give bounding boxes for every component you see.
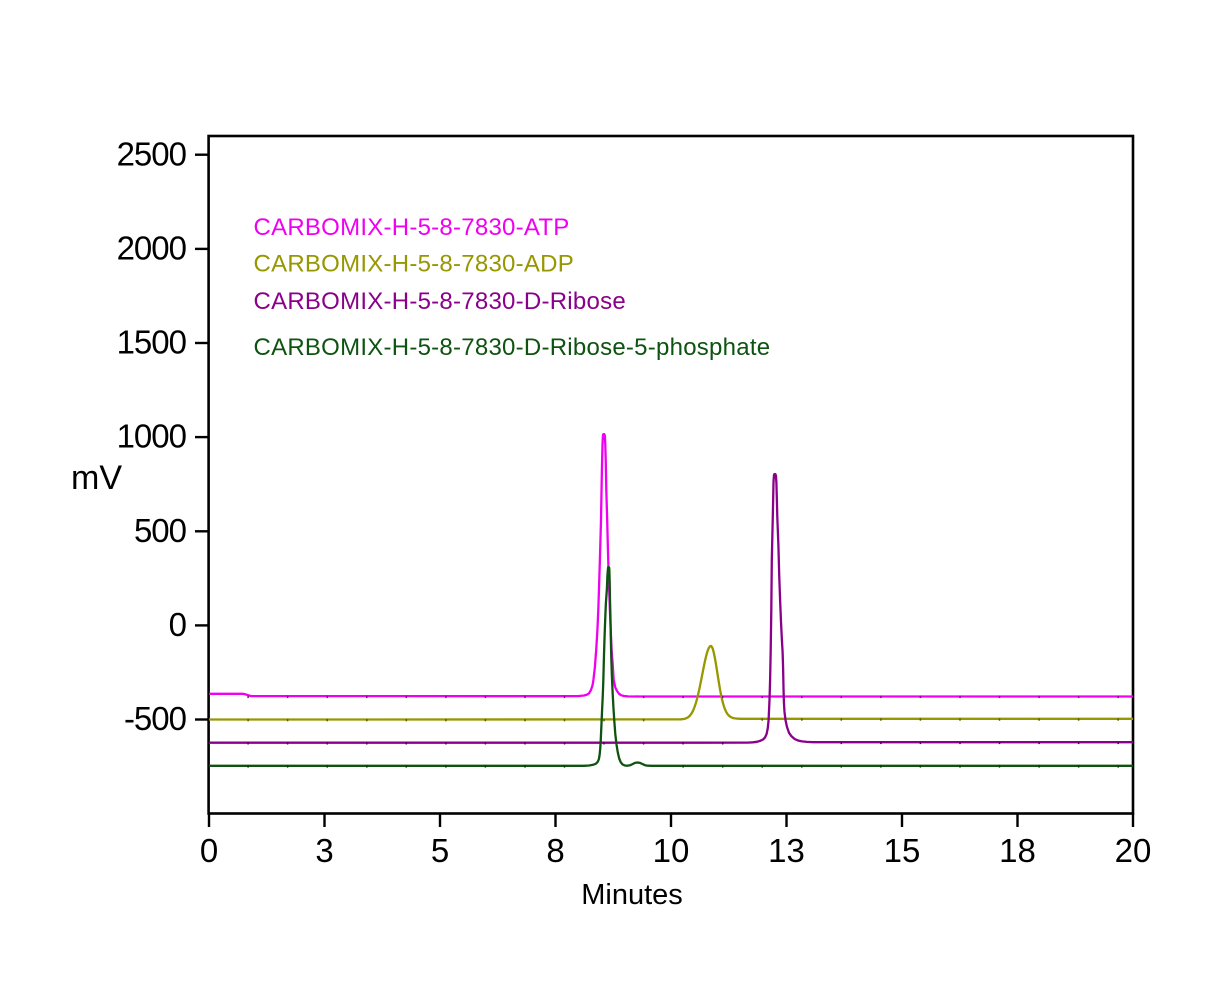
svg-text:CARBOMIX-H-5-8-7830-ADP: CARBOMIX-H-5-8-7830-ADP xyxy=(254,251,575,278)
svg-text:500: 500 xyxy=(134,512,187,549)
svg-text:1000: 1000 xyxy=(117,418,187,455)
svg-text:2500: 2500 xyxy=(117,135,187,172)
svg-text:20: 20 xyxy=(1115,832,1152,869)
svg-text:1500: 1500 xyxy=(117,324,187,361)
svg-text:-500: -500 xyxy=(124,700,187,737)
svg-text:8: 8 xyxy=(546,832,564,869)
svg-text:mV: mV xyxy=(71,459,122,497)
svg-text:18: 18 xyxy=(999,832,1036,869)
svg-text:0: 0 xyxy=(169,606,187,643)
svg-text:CARBOMIX-H-5-8-7830-ATP: CARBOMIX-H-5-8-7830-ATP xyxy=(254,214,570,241)
svg-text:13: 13 xyxy=(768,832,805,869)
svg-text:15: 15 xyxy=(884,832,921,869)
svg-text:Minutes: Minutes xyxy=(581,879,683,911)
svg-text:3: 3 xyxy=(315,832,333,869)
svg-text:2000: 2000 xyxy=(117,229,187,266)
svg-text:CARBOMIX-H-5-8-7830-D-Ribose-5: CARBOMIX-H-5-8-7830-D-Ribose-5-phosphate xyxy=(254,334,771,361)
svg-text:CARBOMIX-H-5-8-7830-D-Ribose: CARBOMIX-H-5-8-7830-D-Ribose xyxy=(254,288,626,315)
svg-text:0: 0 xyxy=(200,832,218,869)
svg-text:5: 5 xyxy=(431,832,449,869)
svg-text:10: 10 xyxy=(653,832,690,869)
